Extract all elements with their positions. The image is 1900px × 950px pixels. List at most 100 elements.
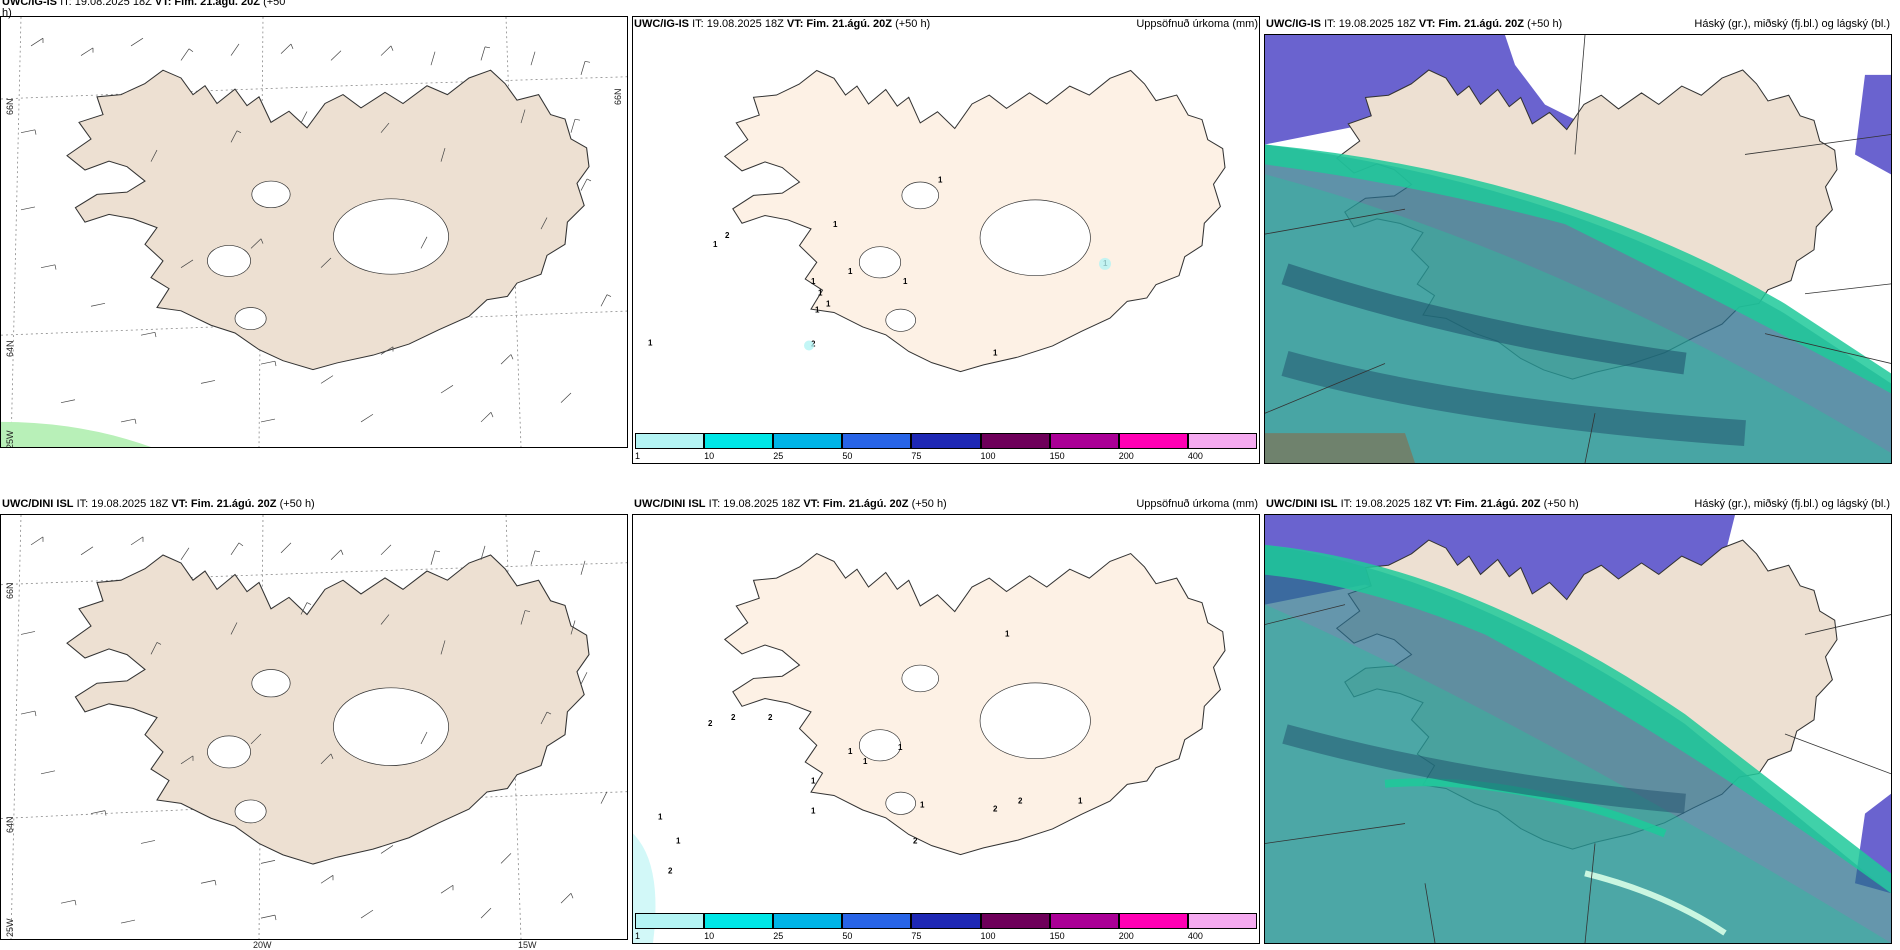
colorbar-swatch [842, 433, 912, 449]
svg-text:1: 1 [903, 277, 908, 286]
colorbar-swatch [1118, 913, 1188, 929]
panel-field-label: Háský (gr.), miðský (fj.bl.) og lágský (… [1694, 18, 1890, 30]
colorbar-swatch [773, 433, 843, 449]
lat-label-64: 64N [5, 340, 15, 357]
precip-map: 1 2 1 1 1 1 1 1 1 1 1 1 2 1 [648, 69, 1226, 373]
panel-title: UWC/IG-IS IT: 19.08.2025 18Z VT: Fim. 21… [1266, 18, 1563, 30]
lon-label-25: 25W [5, 918, 15, 937]
colorbar-tick: 1 [635, 451, 641, 461]
colorbar: 1 10 25 50 75 100 150 200 400 [635, 913, 1257, 941]
lat-label-66: 66N [5, 582, 15, 599]
svg-text:1: 1 [826, 300, 831, 309]
colorbar: 1 10 25 50 75 100 150 200 400 [635, 433, 1257, 461]
svg-text:1: 1 [818, 289, 823, 298]
lon-label-25: 25W [5, 430, 15, 448]
svg-text:1: 1 [676, 836, 681, 845]
svg-text:2: 2 [1018, 797, 1023, 806]
svg-text:1: 1 [938, 175, 943, 184]
colorbar-tick: 25 [773, 451, 784, 461]
lon-label-15: 15W [518, 940, 537, 950]
panel-title: UWC/DINI ISL IT: 19.08.2025 18Z VT: Fim.… [1266, 498, 1579, 510]
colorbar-tick: 150 [1049, 931, 1065, 941]
panel-field-label: Háský (gr.), miðský (fj.bl.) og lágský (… [1694, 498, 1890, 510]
precip-map: 1 2 2 2 1 1 1 1 1 1 2 2 1 1 1 2 2 [633, 553, 1226, 943]
colorbar-swatch [704, 433, 774, 449]
colorbar-tick: 10 [704, 451, 715, 461]
svg-text:1: 1 [848, 747, 853, 756]
map-frame: 66N 64N 25W [0, 514, 628, 940]
panel-precip-dini: UWC/DINI ISL IT: 19.08.2025 18Z VT: Fim.… [632, 496, 1260, 944]
panel-title: UWC/DINI ISL IT: 19.08.2025 18Z VT: Fim.… [2, 498, 315, 510]
svg-text:2: 2 [993, 805, 998, 814]
map-frame: 1 2 2 2 1 1 1 1 1 1 2 2 1 1 1 2 2 [632, 514, 1260, 944]
colorbar-swatch [980, 913, 1050, 929]
colorbar-tick: 400 [1187, 451, 1203, 461]
colorbar-swatch [773, 913, 843, 929]
svg-text:1: 1 [898, 743, 903, 752]
svg-text:1: 1 [1078, 797, 1083, 806]
svg-text:2: 2 [708, 719, 713, 728]
colorbar-tick: 75 [911, 451, 922, 461]
colorbar-swatch [1049, 913, 1119, 929]
map-frame [1264, 34, 1892, 464]
colorbar-swatch [1049, 433, 1119, 449]
colorbar-tick: 10 [704, 931, 715, 941]
svg-text:1: 1 [713, 240, 718, 249]
wind-map [1, 515, 627, 939]
colorbar-swatch [1187, 913, 1257, 929]
svg-text:1: 1 [811, 807, 816, 816]
panel-wind-dini: UWC/DINI ISL IT: 19.08.2025 18Z VT: Fim.… [0, 496, 628, 950]
lon-label-20: 20W [253, 940, 272, 950]
svg-text:1: 1 [848, 267, 853, 276]
map-frame: 66N 66N 64N 25W 20W 15W [0, 16, 628, 448]
colorbar-tick: 200 [1118, 451, 1134, 461]
svg-text:2: 2 [731, 713, 736, 722]
svg-text:1: 1 [993, 348, 998, 357]
colorbar-swatch [635, 913, 705, 929]
colorbar-tick: 200 [1118, 931, 1134, 941]
svg-text:1: 1 [648, 339, 653, 348]
colorbar-tick: 50 [842, 931, 853, 941]
colorbar-tick: 150 [1049, 451, 1065, 461]
svg-text:1: 1 [920, 801, 925, 810]
svg-text:2: 2 [668, 866, 673, 875]
colorbar-tick: 25 [773, 931, 784, 941]
panel-precip-ig: UWC/IG-IS IT: 19.08.2025 18Z VT: Fim. 21… [632, 16, 1260, 464]
cloud-map [1265, 515, 1891, 943]
wind-map [1, 17, 627, 447]
colorbar-swatch [1118, 433, 1188, 449]
panel-title-cont: h) [2, 7, 12, 19]
colorbar-swatch [704, 913, 774, 929]
panel-field-label: Uppsöfnuð úrkoma (mm) [1136, 498, 1258, 510]
colorbar-tick: 100 [980, 931, 996, 941]
svg-text:2: 2 [913, 836, 918, 845]
panel-title: UWC/IG-IS IT: 19.08.2025 18Z VT: Fim. 21… [634, 18, 931, 30]
lat-label-66: 66N [5, 98, 15, 115]
colorbar-swatch [635, 433, 705, 449]
colorbar-swatch [842, 913, 912, 929]
svg-text:1: 1 [658, 813, 663, 822]
colorbar-tick: 1 [635, 931, 641, 941]
svg-text:1: 1 [833, 220, 838, 229]
panel-clouds-ig: UWC/IG-IS IT: 19.08.2025 18Z VT: Fim. 21… [1264, 16, 1892, 464]
svg-text:1: 1 [1005, 629, 1010, 638]
colorbar-swatch [911, 433, 981, 449]
svg-text:1: 1 [863, 757, 868, 766]
panel-clouds-dini: UWC/DINI ISL IT: 19.08.2025 18Z VT: Fim.… [1264, 496, 1892, 944]
lat-label-64: 64N [5, 816, 15, 833]
panel-wind-ig: UWC/IG-IS IT: 19.08.2025 18Z VT: Fim. 21… [0, 0, 628, 448]
colorbar-swatch [980, 433, 1050, 449]
svg-text:1: 1 [811, 277, 816, 286]
svg-text:2: 2 [768, 713, 773, 722]
colorbar-tick: 100 [980, 451, 996, 461]
colorbar-tick: 400 [1187, 931, 1203, 941]
colorbar-swatch [911, 913, 981, 929]
panel-title: UWC/DINI ISL IT: 19.08.2025 18Z VT: Fim.… [634, 498, 947, 510]
map-frame [1264, 514, 1892, 944]
svg-text:1: 1 [811, 777, 816, 786]
svg-text:1: 1 [815, 306, 820, 315]
lat-label-66-right: 66N [613, 88, 623, 105]
panel-field-label: Uppsöfnuð úrkoma (mm) [1136, 18, 1258, 30]
panel-title: UWC/IG-IS IT: 19.08.2025 18Z VT: Fim. 21… [2, 0, 286, 8]
svg-text:2: 2 [725, 231, 730, 240]
